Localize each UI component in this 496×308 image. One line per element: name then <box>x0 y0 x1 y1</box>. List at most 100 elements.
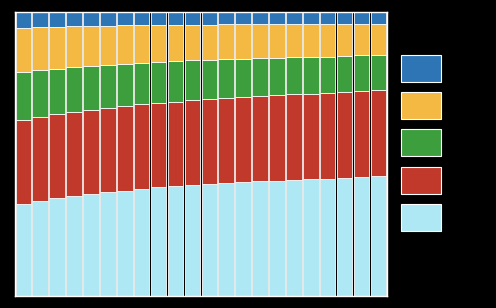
Bar <box>269 24 285 58</box>
Bar <box>134 188 149 296</box>
Bar <box>32 201 48 296</box>
Bar <box>236 182 251 296</box>
Bar <box>185 60 200 100</box>
Bar <box>303 179 318 296</box>
Bar <box>337 178 352 296</box>
Bar <box>185 12 200 25</box>
Bar <box>66 12 82 26</box>
Bar <box>320 24 335 57</box>
Bar <box>286 24 302 57</box>
Bar <box>151 62 166 103</box>
Bar <box>337 92 352 178</box>
Bar <box>371 24 386 55</box>
Bar <box>185 185 200 296</box>
Bar <box>269 181 285 296</box>
Bar <box>117 25 132 64</box>
Bar <box>252 24 268 58</box>
Bar <box>337 56 352 92</box>
Bar <box>337 24 352 56</box>
Bar <box>32 117 48 201</box>
Bar <box>218 12 234 24</box>
Bar <box>117 106 132 191</box>
Bar <box>66 26 82 67</box>
Bar <box>303 57 318 94</box>
Bar <box>168 12 184 25</box>
Bar <box>185 100 200 185</box>
Bar <box>134 63 149 104</box>
Bar <box>151 188 166 296</box>
Bar <box>15 28 31 72</box>
Bar <box>15 120 31 204</box>
Bar <box>168 102 184 186</box>
Bar <box>354 24 370 55</box>
Bar <box>337 12 352 24</box>
Bar <box>32 27 48 71</box>
Bar <box>286 180 302 296</box>
Bar <box>117 12 132 25</box>
Bar <box>269 12 285 24</box>
Bar <box>236 59 251 97</box>
Bar <box>15 204 31 296</box>
Bar <box>83 26 99 66</box>
Bar <box>83 110 99 194</box>
Bar <box>320 57 335 93</box>
Bar <box>185 25 200 60</box>
Bar <box>236 24 251 59</box>
Bar <box>218 98 234 183</box>
Bar <box>354 91 370 177</box>
Bar <box>100 12 116 26</box>
Bar <box>66 112 82 196</box>
Bar <box>201 25 217 60</box>
Bar <box>252 12 268 24</box>
Bar <box>201 12 217 25</box>
Bar <box>236 97 251 182</box>
Bar <box>168 25 184 61</box>
FancyBboxPatch shape <box>401 204 441 231</box>
Bar <box>236 12 251 24</box>
Bar <box>218 59 234 98</box>
Bar <box>286 94 302 180</box>
Bar <box>371 12 386 24</box>
Bar <box>66 196 82 296</box>
Bar <box>168 186 184 296</box>
Bar <box>32 12 48 27</box>
Bar <box>168 61 184 102</box>
Bar <box>303 94 318 179</box>
Bar <box>286 12 302 24</box>
Bar <box>15 12 31 28</box>
Bar <box>50 27 65 69</box>
Bar <box>83 66 99 110</box>
Bar <box>218 24 234 59</box>
FancyBboxPatch shape <box>401 129 441 156</box>
Bar <box>354 177 370 296</box>
Bar <box>201 99 217 184</box>
Bar <box>151 103 166 188</box>
Bar <box>371 90 386 176</box>
Bar <box>134 12 149 25</box>
Bar <box>50 12 65 27</box>
Bar <box>117 191 132 296</box>
Bar <box>269 58 285 95</box>
Bar <box>66 67 82 112</box>
Bar <box>354 12 370 24</box>
Bar <box>151 12 166 25</box>
Bar <box>303 24 318 57</box>
Bar <box>83 12 99 26</box>
Bar <box>371 176 386 296</box>
Bar <box>50 198 65 296</box>
FancyBboxPatch shape <box>401 167 441 194</box>
Bar <box>83 194 99 296</box>
Bar <box>15 72 31 120</box>
Bar <box>320 12 335 24</box>
Bar <box>100 108 116 192</box>
Bar <box>269 95 285 181</box>
Bar <box>117 64 132 106</box>
Bar <box>151 25 166 62</box>
Bar <box>354 55 370 91</box>
Bar <box>320 179 335 296</box>
Bar <box>286 57 302 94</box>
Bar <box>201 60 217 99</box>
Bar <box>100 65 116 108</box>
Bar <box>134 25 149 63</box>
Bar <box>252 181 268 296</box>
